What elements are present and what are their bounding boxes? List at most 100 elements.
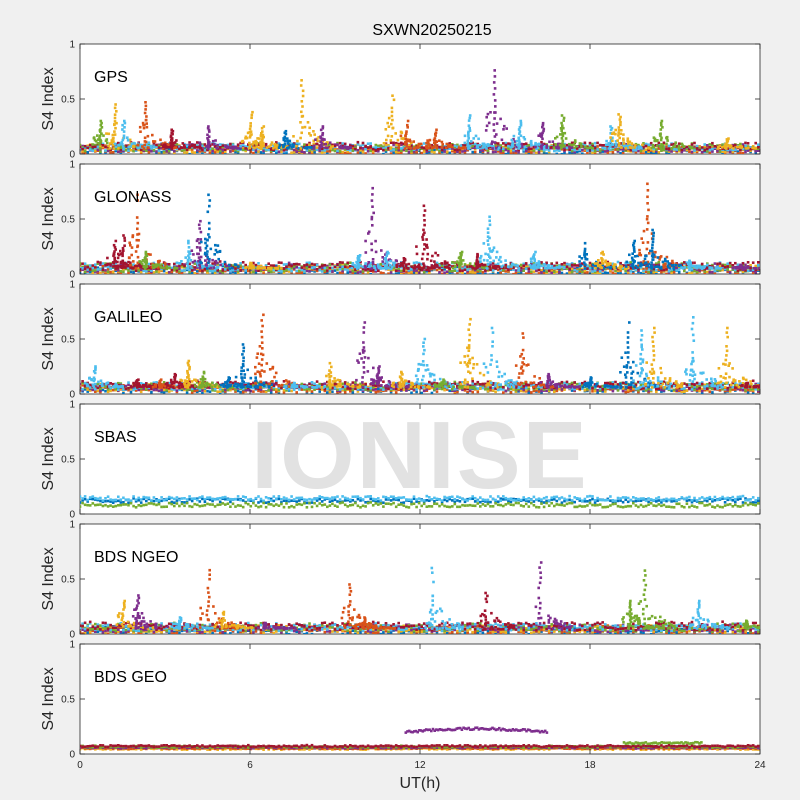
point	[171, 132, 174, 136]
point	[121, 246, 125, 250]
point	[290, 142, 293, 145]
point	[239, 266, 242, 269]
point	[382, 142, 386, 145]
point	[490, 144, 493, 147]
point	[672, 268, 676, 272]
point	[463, 268, 467, 272]
point	[137, 148, 140, 152]
point	[390, 110, 394, 114]
point	[160, 263, 163, 266]
point	[500, 138, 504, 142]
point	[112, 265, 115, 268]
point	[269, 270, 273, 274]
point	[611, 262, 615, 266]
point	[611, 271, 615, 274]
point	[280, 261, 283, 265]
point	[453, 144, 457, 148]
point	[524, 144, 528, 147]
point	[574, 140, 577, 143]
point	[425, 268, 429, 272]
point	[274, 145, 277, 149]
point	[700, 262, 704, 266]
point	[231, 264, 235, 267]
point	[208, 149, 212, 152]
point	[749, 266, 752, 269]
point	[563, 151, 566, 154]
point	[482, 143, 486, 147]
point	[206, 271, 209, 274]
point	[153, 264, 157, 267]
point	[461, 267, 464, 271]
point	[655, 262, 658, 265]
point	[359, 270, 362, 273]
point	[550, 146, 553, 149]
point	[683, 149, 686, 152]
point	[249, 122, 252, 125]
point	[468, 126, 471, 130]
point	[260, 126, 264, 130]
point	[224, 150, 227, 154]
point	[404, 137, 408, 140]
point	[282, 271, 286, 274]
point	[572, 143, 576, 146]
point	[706, 144, 709, 147]
point	[99, 119, 103, 123]
point	[361, 148, 365, 152]
point	[570, 269, 574, 272]
point	[490, 142, 493, 145]
point	[510, 138, 514, 142]
point	[721, 150, 724, 153]
point	[129, 244, 132, 247]
point	[328, 266, 332, 270]
point	[387, 116, 391, 120]
point	[661, 126, 664, 129]
point	[448, 142, 451, 145]
point	[323, 269, 327, 272]
point	[234, 271, 237, 274]
point	[184, 256, 187, 259]
point	[286, 146, 289, 150]
point	[224, 153, 227, 154]
point	[466, 268, 469, 271]
point	[81, 149, 84, 153]
point	[553, 148, 556, 151]
point	[672, 145, 675, 149]
point	[667, 270, 671, 273]
point	[341, 142, 344, 145]
point	[581, 262, 584, 265]
point	[107, 144, 110, 148]
point	[425, 270, 429, 273]
point	[152, 149, 156, 152]
point	[708, 143, 712, 146]
point	[259, 143, 262, 146]
point	[519, 119, 523, 123]
point	[112, 253, 116, 256]
point	[96, 266, 100, 269]
point	[610, 132, 614, 135]
point	[315, 137, 319, 141]
point	[338, 271, 342, 274]
point	[180, 265, 184, 269]
point	[499, 151, 502, 154]
point	[172, 146, 175, 150]
point	[187, 265, 190, 268]
point	[341, 261, 344, 264]
point	[539, 132, 542, 136]
point	[397, 271, 400, 274]
point	[303, 266, 306, 269]
point	[384, 128, 388, 131]
point	[573, 264, 576, 267]
point	[286, 137, 289, 140]
point	[515, 145, 519, 149]
point	[374, 268, 378, 271]
point	[524, 272, 528, 274]
point	[757, 264, 760, 267]
point	[374, 143, 378, 147]
point	[570, 270, 574, 274]
point	[675, 266, 678, 270]
point	[384, 148, 388, 152]
point	[522, 136, 526, 139]
point	[190, 144, 194, 148]
point	[400, 271, 403, 274]
point	[86, 268, 89, 271]
